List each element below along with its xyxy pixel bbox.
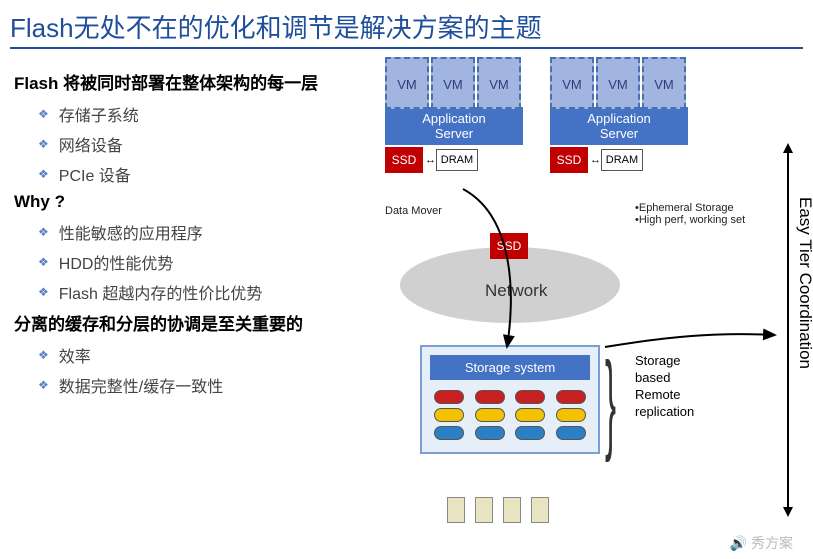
disk-icon <box>434 390 464 404</box>
app-server-box: ApplicationServer <box>385 107 523 145</box>
disk-icon <box>556 426 586 440</box>
replication-note: Storage based Remote replication <box>635 353 694 421</box>
disk-row <box>434 408 586 422</box>
bidir-arrow-icon: ↔ <box>590 154 599 166</box>
bullet-text: 效率 <box>59 343 91 367</box>
axis-label: Easy Tier Coordination <box>795 197 813 369</box>
ssd-chip: SSD <box>385 147 423 173</box>
bullet-text: PCIe 设备 <box>59 162 131 186</box>
vm-row: VM VM VM <box>385 57 523 109</box>
diamond-icon: ❖ <box>38 107 49 121</box>
disk-row <box>434 390 586 404</box>
bullet-item: ❖ PCIe 设备 <box>38 162 351 186</box>
slide-title: Flash无处不在的优化和调节是解决方案的主题 <box>0 0 813 47</box>
disk-icon <box>475 426 505 440</box>
bullet-text: Flash 超越内存的性价比优势 <box>59 280 263 304</box>
vertical-axis <box>783 143 793 517</box>
tape-icon <box>503 497 521 523</box>
disk-icon <box>556 408 586 422</box>
vm-box: VM <box>550 57 594 109</box>
disk-icon <box>475 390 505 404</box>
bullet-item: ❖ 效率 <box>38 343 351 367</box>
network-label: Network <box>485 281 547 301</box>
ssd-chip: SSD <box>550 147 588 173</box>
vm-box: VM <box>385 57 429 109</box>
disk-icon <box>515 390 545 404</box>
disk-icon <box>515 426 545 440</box>
diamond-icon: ❖ <box>38 137 49 151</box>
bullet-text: 网络设备 <box>59 132 123 156</box>
storage-header: Storage system <box>430 355 590 380</box>
chip-row: SSD ↔ DRAM <box>550 147 688 173</box>
diagram-area: VM VM VM ApplicationServer SSD ↔ DRAM Da… <box>355 57 813 547</box>
tape-icon <box>447 497 465 523</box>
diamond-icon: ❖ <box>38 167 49 181</box>
diamond-icon: ❖ <box>38 255 49 269</box>
section-heading-2: Why ? <box>14 192 351 212</box>
bidir-arrow-icon: ↔ <box>425 154 434 166</box>
vm-row: VM VM VM <box>550 57 688 109</box>
bullet-text: 数据完整性/缓存一致性 <box>59 373 223 397</box>
vm-box: VM <box>596 57 640 109</box>
dram-chip: DRAM <box>436 149 478 171</box>
storage-system-box: Storage system <box>420 345 600 454</box>
bullet-item: ❖ 存储子系统 <box>38 102 351 126</box>
disk-icon <box>475 408 505 422</box>
bullet-item: ❖ 性能敏感的应用程序 <box>38 220 351 244</box>
disk-icon <box>434 408 464 422</box>
curly-brace-icon: } <box>605 347 616 457</box>
content-area: Flash 将被同时部署在整体架构的每一层 ❖ 存储子系统 ❖ 网络设备 ❖ PCIe… <box>0 57 813 547</box>
section-heading-1: Flash 将被同时部署在整体架构的每一层 <box>14 69 351 94</box>
arrowhead-up-icon <box>783 143 793 153</box>
network-ssd: SSD <box>490 233 528 259</box>
vm-box: VM <box>431 57 475 109</box>
note-line: •Ephemeral Storage <box>635 202 745 214</box>
tape-icon <box>531 497 549 523</box>
bullet-item: ❖ 数据完整性/缓存一致性 <box>38 373 351 397</box>
section-heading-3: 分离的缓存和分层的协调是至关重要的 <box>14 310 351 335</box>
ephemeral-note: •Ephemeral Storage •High perf, working s… <box>635 202 745 226</box>
disk-icon <box>556 390 586 404</box>
dram-chip: DRAM <box>601 149 643 171</box>
diamond-icon: ❖ <box>38 225 49 239</box>
note-line: •High perf, working set <box>635 214 745 226</box>
data-mover-label: Data Mover <box>385 205 442 217</box>
rep-line: Storage <box>635 353 694 370</box>
diamond-icon: ❖ <box>38 285 49 299</box>
bullet-text: 存储子系统 <box>59 102 139 126</box>
tape-row <box>447 497 549 523</box>
app-server-box: ApplicationServer <box>550 107 688 145</box>
app-block-right: VM VM VM ApplicationServer SSD ↔ DRAM <box>550 57 688 173</box>
watermark: 🔊 秀方案 <box>730 533 793 553</box>
diamond-icon: ❖ <box>38 378 49 392</box>
text-column: Flash 将被同时部署在整体架构的每一层 ❖ 存储子系统 ❖ 网络设备 ❖ PCIe… <box>0 57 355 547</box>
vm-box: VM <box>642 57 686 109</box>
bullet-item: ❖ 网络设备 <box>38 132 351 156</box>
vm-box: VM <box>477 57 521 109</box>
rep-line: Remote <box>635 387 694 404</box>
diamond-icon: ❖ <box>38 348 49 362</box>
disk-icon <box>434 426 464 440</box>
tape-icon <box>475 497 493 523</box>
bullet-item: ❖ HDD的性能优势 <box>38 250 351 274</box>
title-underline <box>10 47 803 49</box>
disk-icon <box>515 408 545 422</box>
disk-rows <box>430 390 590 440</box>
arrowhead-down-icon <box>783 507 793 517</box>
arrow-storage-to-axis <box>605 334 775 347</box>
axis-line <box>787 153 789 507</box>
disk-row <box>434 426 586 440</box>
app-block-left: VM VM VM ApplicationServer SSD ↔ DRAM <box>385 57 523 173</box>
bullet-text: 性能敏感的应用程序 <box>59 220 203 244</box>
bullet-item: ❖ Flash 超越内存的性价比优势 <box>38 280 351 304</box>
rep-line: replication <box>635 404 694 421</box>
chip-row: SSD ↔ DRAM <box>385 147 523 173</box>
rep-line: based <box>635 370 694 387</box>
bullet-text: HDD的性能优势 <box>59 250 174 274</box>
